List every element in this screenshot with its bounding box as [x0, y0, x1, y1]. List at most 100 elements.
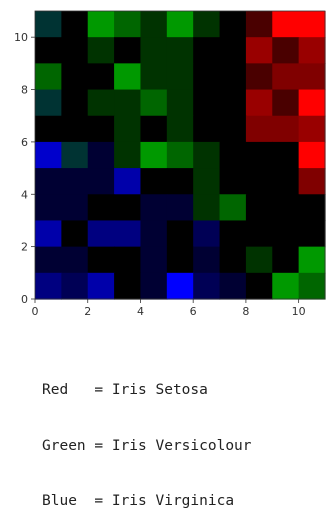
heatmap-cell [219, 115, 247, 143]
heatmap-cell [272, 37, 300, 64]
heatmap-cell [298, 168, 326, 195]
y-tick-label: 0 [21, 293, 28, 306]
y-tick-label: 6 [21, 136, 28, 149]
heatmap-cell [35, 63, 62, 91]
heatmap-cell [61, 11, 89, 38]
heatmap-cell [140, 115, 168, 143]
heatmap-cell [114, 194, 142, 222]
heatmap-cell [61, 141, 89, 169]
y-tick-label: 4 [21, 188, 28, 201]
plot-frame [34, 10, 326, 300]
heatmap-cell [87, 272, 115, 300]
heatmap-cell [140, 141, 168, 169]
heatmap-cell [193, 115, 221, 143]
heatmap-cells [35, 11, 326, 300]
heatmap-cell [114, 115, 142, 143]
heatmap-cell [272, 115, 300, 143]
heatmap-cell [219, 89, 247, 117]
legend: Red = Iris Setosa Green = Iris Versicolo… [42, 344, 252, 529]
heatmap-cell [272, 63, 300, 91]
heatmap-cell [298, 37, 326, 64]
heatmap-cell [35, 168, 62, 195]
heatmap-cell [298, 194, 326, 222]
heatmap-cell [272, 220, 300, 248]
heatmap-cell [272, 272, 300, 300]
heatmap-cell [193, 220, 221, 248]
heatmap-cell [245, 168, 273, 195]
legend-line-red: Red = Iris Setosa [42, 382, 208, 398]
heatmap-cell [193, 168, 221, 195]
heatmap-svg: 0 2 4 6 8 10 0 2 4 6 8 10 [14, 10, 326, 318]
heatmap-cell [298, 89, 326, 117]
heatmap-cell [140, 89, 168, 117]
heatmap-cell [166, 272, 194, 300]
heatmap-cell [298, 115, 326, 143]
heatmap-cell [87, 194, 115, 222]
x-tick-label: 6 [190, 305, 197, 318]
heatmap-cell [114, 11, 142, 38]
heatmap-cell [61, 272, 89, 300]
heatmap-cell [140, 37, 168, 64]
heatmap-cell [219, 11, 247, 38]
heatmap-cell [245, 63, 273, 91]
heatmap-cell [114, 168, 142, 195]
heatmap-cell [35, 37, 62, 64]
y-tick-label: 10 [14, 31, 28, 44]
heatmap-cell [87, 246, 115, 274]
heatmap-cell [35, 89, 62, 117]
heatmap-cell [140, 220, 168, 248]
heatmap-cell [219, 63, 247, 91]
legend-line-green: Green = Iris Versicolour [42, 437, 252, 454]
heatmap-cell [61, 37, 89, 64]
heatmap-cell [166, 63, 194, 91]
heatmap-cell [114, 63, 142, 91]
heatmap-cell [193, 63, 221, 91]
heatmap-cell [219, 37, 247, 64]
heatmap-cell [140, 11, 168, 38]
heatmap-cell [193, 194, 221, 222]
heatmap-cell [272, 89, 300, 117]
heatmap-cell [35, 246, 62, 274]
heatmap-cell [219, 246, 247, 274]
heatmap-cell [298, 246, 326, 274]
heatmap-cell [166, 11, 194, 38]
heatmap-cell [298, 272, 326, 300]
heatmap-cell [245, 11, 273, 38]
x-tick-label: 2 [84, 305, 91, 318]
heatmap-cell [35, 141, 62, 169]
heatmap-cell [61, 89, 89, 117]
heatmap-chart: 0 2 4 6 8 10 0 2 4 6 8 10 [14, 10, 326, 318]
heatmap-cell [219, 272, 247, 300]
heatmap-cell [193, 89, 221, 117]
heatmap-cell [298, 11, 326, 38]
heatmap-cell [87, 168, 115, 195]
heatmap-cell [114, 246, 142, 274]
heatmap-cell [35, 115, 62, 143]
heatmap-cell [193, 141, 221, 169]
heatmap-cell [61, 220, 89, 248]
heatmap-cell [166, 220, 194, 248]
heatmap-cell [87, 37, 115, 64]
heatmap-cell [114, 141, 142, 169]
heatmap-cell [166, 141, 194, 169]
heatmap-cell [35, 11, 62, 38]
heatmap-cell [272, 246, 300, 274]
y-tick-label: 8 [21, 84, 28, 97]
x-tick-label: 10 [292, 305, 306, 318]
heatmap-cell [298, 63, 326, 91]
x-tick-label: 8 [242, 305, 249, 318]
heatmap-cell [245, 141, 273, 169]
heatmap-cell [219, 141, 247, 169]
heatmap-cell [140, 272, 168, 300]
y-tick-label: 2 [21, 241, 28, 254]
heatmap-cell [61, 63, 89, 91]
heatmap-cell [219, 194, 247, 222]
heatmap-cell [193, 11, 221, 38]
heatmap-cell [272, 11, 300, 38]
heatmap-cell [114, 272, 142, 300]
heatmap-cell [298, 220, 326, 248]
heatmap-cell [87, 11, 115, 38]
heatmap-cell [166, 115, 194, 143]
heatmap-cell [166, 246, 194, 274]
heatmap-cell [35, 272, 62, 300]
